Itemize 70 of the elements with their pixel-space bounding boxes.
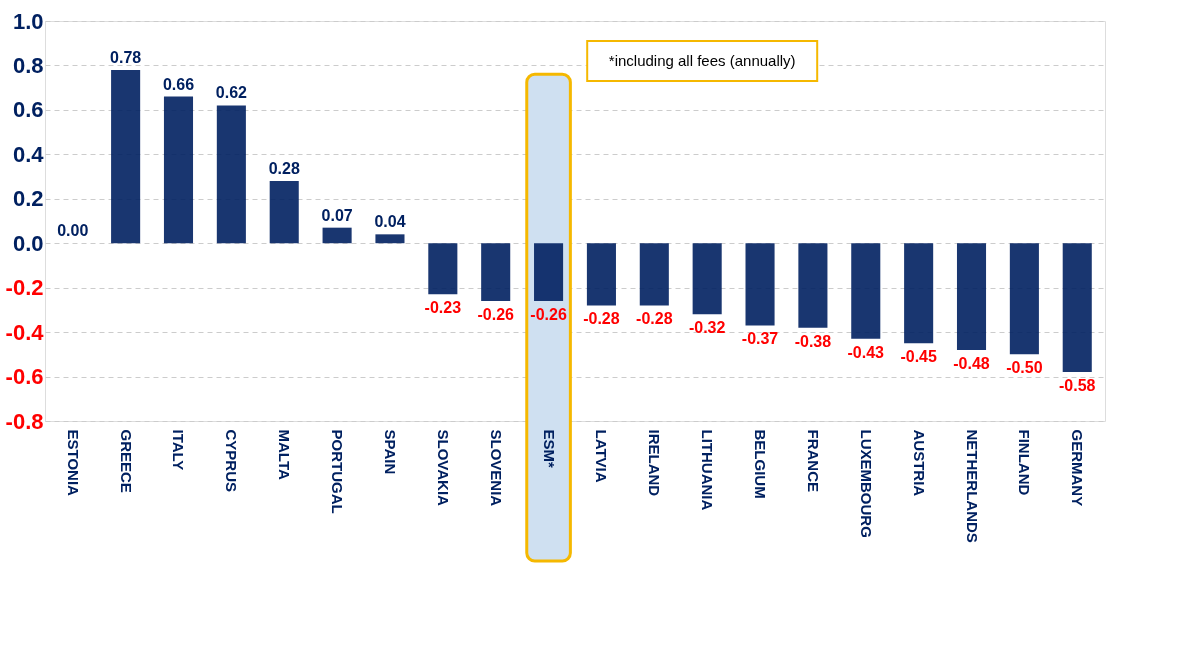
data-label: 0.04 [374,213,406,231]
bar [639,243,669,306]
bar [904,243,934,344]
y-tick-label: 0.0 [12,230,44,256]
bar [481,243,511,301]
data-label: -0.50 [1006,359,1043,377]
x-tick-label: ITALY [170,429,188,471]
bar [111,69,141,244]
bar [534,243,564,301]
x-tick-label: SPAIN [381,429,399,475]
y-tick-label: -0.8 [5,408,44,434]
data-label: -0.28 [636,310,673,328]
bar [586,243,616,306]
data-label: -0.26 [530,306,567,323]
annotation: *including all fees (annually) [608,52,796,69]
bar [216,105,246,244]
x-tick-label: CYPRUS [223,429,241,493]
y-tick-label: 1.0 [12,8,44,34]
x-tick-label: FINLAND [1016,429,1034,496]
bar [269,181,299,244]
x-tick-label: PORTUGAL [329,429,347,514]
x-tick-label: IRELAND [646,429,664,497]
bar [375,234,405,244]
data-label: -0.58 [1059,377,1096,395]
data-label: 0.66 [162,75,195,93]
data-label: -0.23 [424,299,462,317]
y-tick-label: -0.4 [5,319,45,345]
x-tick-label: SLOVAKIA [434,429,452,507]
data-label: -0.43 [847,343,885,361]
bar [322,227,352,244]
bar [956,243,987,350]
x-tick-label: LATVIA [593,429,611,483]
y-tick-label: 0.6 [12,97,44,123]
data-label: 0.62 [215,84,248,102]
x-tick-label: LUXEMBOURG [857,429,875,538]
bar [798,243,828,328]
data-label: 0.00 [57,222,89,240]
data-label: -0.28 [583,310,620,328]
x-tick-label: LITHUANIA [699,429,717,511]
x-tick-label: GERMANY [1069,429,1087,507]
x-tick-label: GREECE [117,429,135,493]
y-tick-label: 0.4 [12,141,45,167]
x-tick-label: BELGIUM [752,429,770,499]
bar [163,96,194,244]
x-tick-label: SLOVENIA [487,429,505,507]
x-tick-label: NETHERLANDS [963,429,981,543]
y-tick-label: -0.6 [5,364,44,390]
data-label: -0.48 [953,354,990,372]
bar [1062,243,1092,373]
y-tick-label: 0.8 [12,52,44,78]
x-tick-label: FRANCE [804,429,822,492]
bar [851,243,881,339]
bar [745,243,775,326]
bar [692,243,722,315]
y-tick-label: 0.2 [12,186,44,212]
x-tick-label: ESM* [540,429,558,468]
bar [1009,243,1039,355]
data-label: 0.07 [321,206,353,224]
data-label: -0.32 [688,319,726,337]
data-label: -0.45 [900,348,937,366]
data-label: 0.78 [110,48,142,66]
x-tick-label: ESTONIA [64,429,82,497]
data-label: -0.37 [741,330,779,348]
data-label: -0.26 [477,306,515,323]
x-tick-label: AUSTRIA [910,429,928,497]
data-label: 0.28 [268,160,300,177]
data-label: -0.38 [794,332,832,350]
x-tick-label: MALTA [276,429,294,480]
bar [428,243,458,295]
y-tick-label: -0.2 [5,275,44,301]
